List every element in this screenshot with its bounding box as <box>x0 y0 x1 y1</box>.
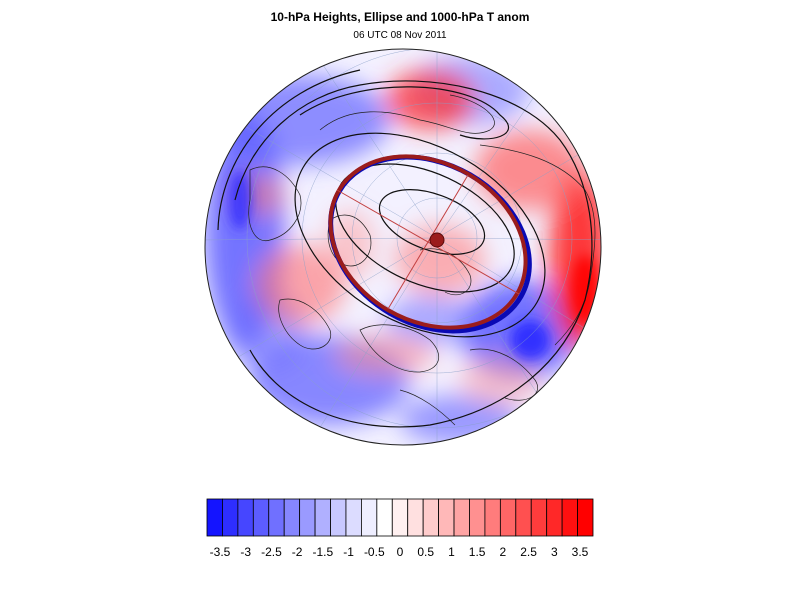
colorbar-tick-label: -2.5 <box>261 545 282 559</box>
colorbar-bin <box>268 498 285 537</box>
colorbar-bin <box>330 498 347 537</box>
colorbar-bin <box>360 498 378 537</box>
colorbar-tick-label: 1.5 <box>469 545 486 559</box>
fitted-ellipse <box>328 154 532 334</box>
map-subtitle: 06 UTC 08 Nov 2011 <box>353 30 447 41</box>
colorbar-bin <box>530 498 548 537</box>
colorbar-bin <box>453 498 470 537</box>
colorbar-tick-label: 2 <box>500 545 507 559</box>
colorbar-tick-label: 0 <box>397 545 404 559</box>
colorbar-bin <box>345 498 362 537</box>
colorbar-tick-label: -3 <box>240 545 251 559</box>
colorbar-bin <box>546 498 563 537</box>
colorbar-bin <box>206 498 223 537</box>
colorbar-bin <box>391 498 409 537</box>
map-title: 10-hPa Heights, Ellipse and 1000-hPa T a… <box>270 10 530 24</box>
colorbar-tick-label: 2.5 <box>520 545 537 559</box>
temperature-anomaly-field <box>205 49 601 445</box>
ellipse-center-marker <box>429 232 445 248</box>
colorbar-tick-label: -3.5 <box>210 545 231 559</box>
colorbar-bin <box>469 498 486 537</box>
ellipse-minor-axis <box>387 174 469 310</box>
colorbar-bin <box>376 498 393 537</box>
colorbar-bin <box>484 498 501 537</box>
colorbar-tick-label: 3.5 <box>572 545 589 559</box>
colorbar-bin <box>515 498 532 537</box>
colorbar-bin <box>252 498 270 537</box>
colorbar-bin <box>407 498 424 537</box>
colorbar-bin <box>577 498 594 537</box>
colorbar-bins <box>206 498 594 537</box>
colorbar-bin <box>283 498 301 537</box>
colorbar-tick-label: -2 <box>292 545 303 559</box>
colorbar-bin <box>237 498 254 537</box>
colorbar-bin <box>499 498 517 537</box>
colorbar-labels: -3.5 -3 -2.5 -2 -1.5 -1 -0.5 0 0.5 1 1.5 2 2.5 3 3.5 <box>210 545 589 559</box>
colorbar-tick-label: 3 <box>551 545 558 559</box>
colorbar-tick-label: -1 <box>343 545 354 559</box>
colorbar-tick-label: -1.5 <box>313 545 334 559</box>
colorbar-bin <box>561 498 578 537</box>
map-boundary <box>204 48 602 446</box>
colorbar-bin <box>422 498 440 537</box>
coastlines <box>248 94 596 426</box>
colorbar-bin <box>314 498 331 537</box>
colorbar-tick-label: 1 <box>448 545 455 559</box>
colorbar-tick-label: -0.5 <box>364 545 385 559</box>
colorbar-bin <box>299 498 316 537</box>
colorbar-bin <box>222 498 239 537</box>
colorbar-tick-label: 0.5 <box>417 545 434 559</box>
colorbar-bin <box>438 498 455 537</box>
